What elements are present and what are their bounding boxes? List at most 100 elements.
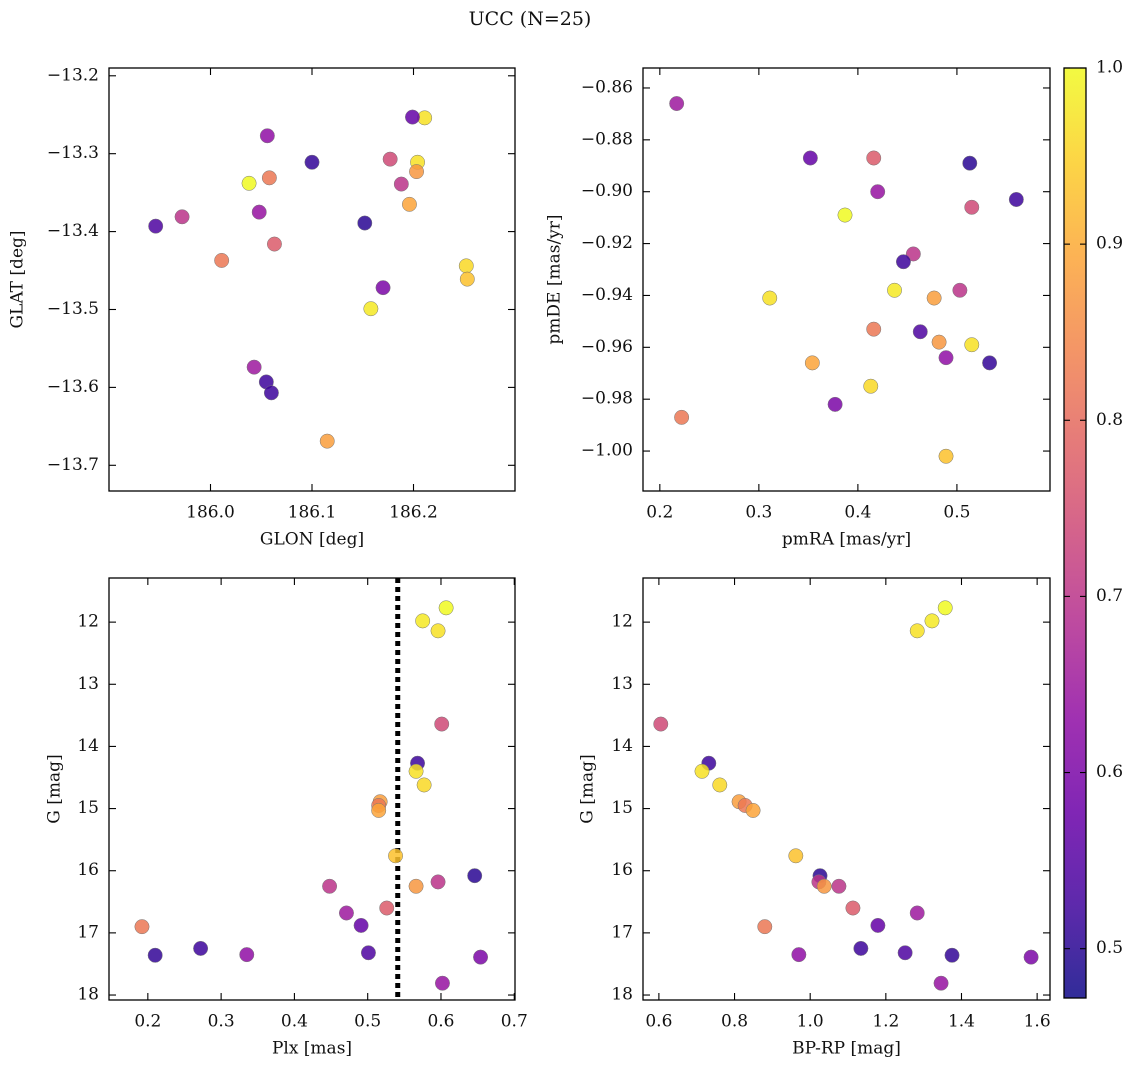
y-tick-label: −1.00	[581, 441, 633, 461]
point	[895, 254, 911, 270]
x-axis-label: BP-RP [mag]	[792, 1039, 901, 1059]
point	[964, 199, 980, 215]
colorbar-tick-label: 0.5	[1096, 938, 1123, 958]
point	[430, 623, 446, 639]
point	[802, 150, 818, 166]
point	[870, 184, 886, 200]
y-tick-label: 17	[77, 922, 99, 942]
y-tick-label: 17	[611, 922, 633, 942]
point	[434, 716, 450, 732]
point	[804, 355, 820, 371]
y-tick-label: 16	[77, 860, 99, 880]
y-axis-label: pmDE [mas/yr]	[545, 214, 565, 344]
point	[866, 150, 882, 166]
x-tick-label: 0.4	[281, 1012, 308, 1032]
x-tick-label: 0.6	[427, 1012, 454, 1032]
x-tick-label: 0.2	[646, 503, 673, 523]
y-tick-label: −13.2	[47, 65, 99, 85]
x-tick-label: 0.8	[721, 1012, 748, 1032]
point	[416, 777, 432, 793]
y-tick-label: 12	[611, 612, 633, 632]
point	[357, 215, 373, 231]
point	[363, 301, 379, 317]
point	[401, 196, 417, 212]
point	[674, 409, 690, 425]
point	[853, 940, 869, 956]
y-tick-label: −13.3	[47, 143, 99, 163]
y-tick-label: 18	[77, 985, 99, 1005]
point	[870, 917, 886, 933]
point	[134, 919, 150, 935]
point	[174, 209, 190, 225]
point	[261, 170, 277, 186]
point	[458, 258, 474, 274]
point	[866, 321, 882, 337]
axes-frame	[642, 577, 1051, 1001]
x-axis-label: Plx [mas]	[272, 1039, 352, 1059]
y-tick-label: −0.86	[581, 77, 633, 97]
point	[388, 848, 403, 864]
point	[937, 600, 953, 616]
point	[952, 282, 968, 298]
y-tick-label: −13.7	[47, 455, 99, 475]
point	[266, 236, 282, 252]
point	[938, 448, 954, 464]
colorbar-tick-label: 0.7	[1096, 586, 1123, 606]
point	[408, 763, 424, 779]
x-tick-label: 0.5	[943, 503, 970, 523]
point	[924, 613, 940, 629]
point	[239, 947, 255, 963]
colorbar-tick-label: 0.9	[1096, 234, 1123, 254]
point	[845, 900, 861, 916]
point	[371, 802, 387, 818]
colorbar-tick-label: 1.0	[1096, 58, 1123, 78]
point	[982, 355, 998, 371]
colorbar-frame	[1063, 67, 1087, 999]
point	[473, 949, 489, 965]
point	[909, 905, 925, 921]
x-axis-label: GLON [deg]	[260, 530, 364, 550]
point	[382, 151, 398, 167]
point	[393, 176, 409, 192]
point	[338, 905, 354, 921]
point	[353, 917, 369, 933]
point	[263, 385, 279, 401]
point	[430, 874, 446, 890]
y-tick-label: 12	[77, 612, 99, 632]
x-tick-label: 0.2	[134, 1012, 161, 1032]
point	[1008, 192, 1024, 207]
point	[405, 109, 420, 125]
y-tick-label: 15	[77, 798, 99, 818]
y-axis-label: G [mag]	[45, 754, 65, 823]
point	[1023, 949, 1039, 965]
y-axis-label: GLAT [deg]	[8, 230, 28, 328]
point	[415, 613, 431, 629]
point	[467, 868, 483, 884]
point	[926, 290, 942, 306]
point	[375, 280, 391, 296]
point	[319, 433, 335, 449]
point	[408, 878, 424, 894]
point	[712, 777, 728, 793]
y-tick-label: −13.6	[47, 377, 99, 397]
point	[694, 763, 710, 779]
point	[791, 947, 807, 963]
y-tick-label: −13.4	[47, 221, 99, 241]
point	[962, 155, 978, 171]
y-tick-label: −0.90	[581, 181, 633, 201]
x-tick-label: 186.2	[389, 503, 438, 523]
point	[931, 334, 947, 350]
x-tick-label: 0.4	[844, 503, 871, 523]
y-tick-label: −0.96	[581, 337, 633, 357]
y-tick-label: 15	[611, 798, 633, 818]
y-tick-label: −0.98	[581, 389, 633, 409]
point	[251, 204, 267, 220]
x-tick-label: 1.0	[797, 1012, 824, 1032]
point	[379, 900, 395, 916]
x-tick-label: 0.7	[501, 1012, 528, 1032]
point	[909, 623, 925, 639]
x-tick-label: 1.4	[948, 1012, 975, 1032]
point	[837, 207, 853, 223]
x-tick-label: 0.5	[354, 1012, 381, 1032]
